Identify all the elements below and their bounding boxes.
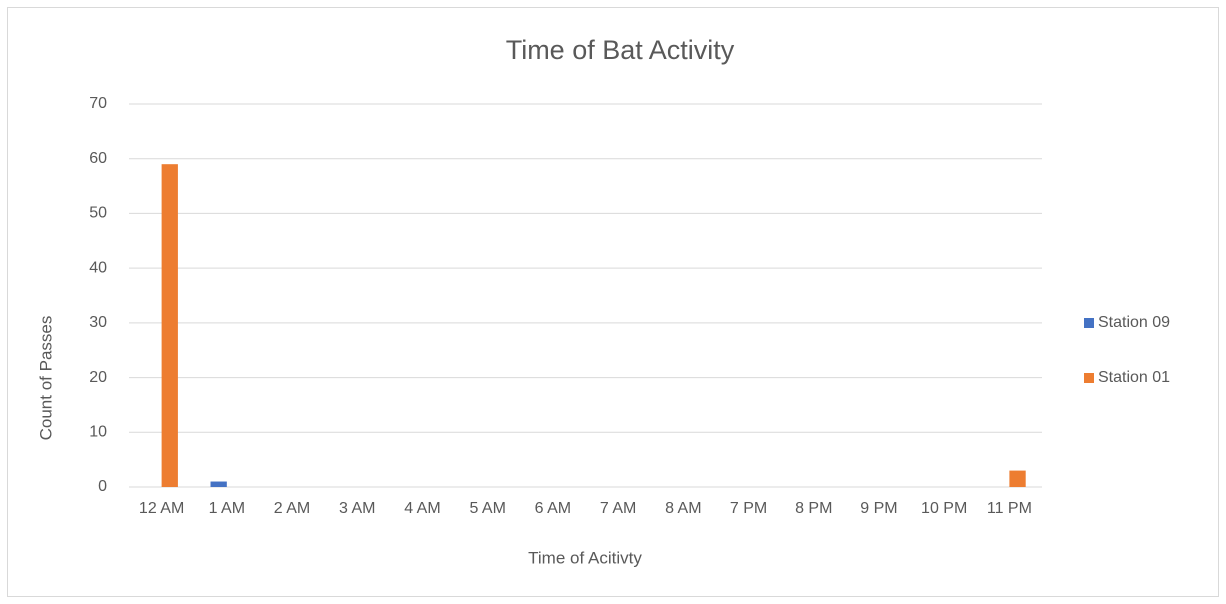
x-tick-label: 7 AM (600, 500, 636, 517)
x-tick-label: 8 PM (795, 500, 832, 517)
x-tick-label: 9 PM (860, 500, 897, 517)
y-tick-label: 20 (89, 369, 107, 386)
x-tick-label: 10 PM (921, 500, 967, 517)
x-tick-label: 6 AM (535, 500, 571, 517)
y-tick-label: 70 (89, 95, 107, 112)
x-tick-label: 12 AM (139, 500, 184, 517)
y-tick-label: 10 (89, 424, 107, 441)
x-tick-label: 7 PM (730, 500, 767, 517)
legend-label: Station 09 (1098, 314, 1170, 331)
x-tick-label: 4 AM (404, 500, 440, 517)
x-tick-label: 8 AM (665, 500, 701, 517)
y-tick-label: 50 (89, 205, 107, 222)
y-tick-label: 60 (89, 150, 107, 167)
x-tick-label: 3 AM (339, 500, 375, 517)
bar (210, 481, 227, 487)
legend-swatch (1084, 318, 1094, 328)
x-tick-label: 1 AM (209, 500, 245, 517)
x-tick-label: 5 AM (469, 500, 505, 517)
y-tick-label: 30 (89, 314, 107, 331)
y-axis-title: Count of Passes (36, 316, 55, 441)
bar (161, 164, 178, 487)
legend-swatch (1084, 373, 1094, 383)
x-tick-label: 2 AM (274, 500, 310, 517)
legend-label: Station 01 (1098, 369, 1170, 386)
chart-border (7, 7, 1219, 597)
x-axis-title: Time of Acitivty (528, 548, 642, 567)
bar (1009, 470, 1026, 487)
x-tick-label: 11 PM (987, 500, 1032, 517)
y-tick-label: 40 (89, 259, 107, 276)
y-tick-label: 0 (98, 478, 107, 495)
chart-title: Time of Bat Activity (506, 35, 735, 65)
